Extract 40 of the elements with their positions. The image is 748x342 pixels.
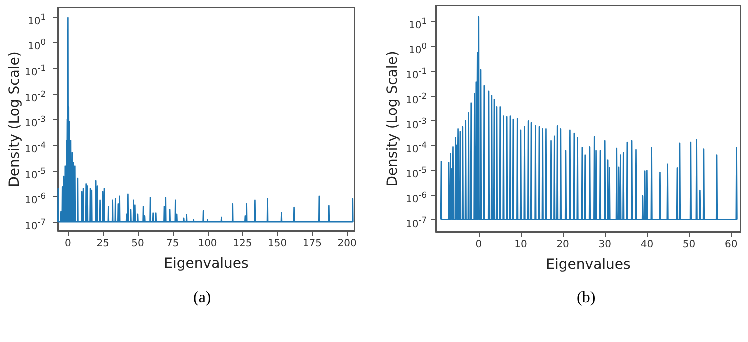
y-tick-label: 10$^{-6}$ [24,190,46,207]
y-tick-label: 10$^{1}$ [28,10,46,28]
y-axis-title: Density (Log Scale) [385,51,401,187]
x-tick-label: 50 [132,238,144,250]
x-tick-label: 150 [268,238,288,250]
x-tick-label: 40 [640,240,654,250]
x-tick-label: 50 [682,240,696,250]
x-tick-label: 0 [65,238,72,250]
text: (b) [577,290,596,306]
y-tick-label: 10$^{-4}$ [24,139,46,156]
x-tick-label: 20 [556,240,570,250]
y-tick-label: 10$^{-1}$ [24,62,46,78]
y-tick-label: 10$^{-3}$ [24,113,46,130]
x-tick-label: 75 [166,238,180,250]
y-tick-label: 10$^{-7}$ [406,214,427,230]
x-axis-title: Eigenvalues [546,257,631,273]
x-tick-label: 30 [598,240,612,250]
x-tick-label: 60 [724,240,738,250]
y-tick-label: 10$^{-1}$ [406,65,427,82]
y-tick-label: 10$^{1}$ [408,15,427,32]
x-axis-title: Eigenvalues [164,256,249,272]
y-tick-label: 10$^{0}$ [28,36,46,53]
y-tick-label: 10$^{-2}$ [406,90,427,106]
y-tick-label: 10$^{-3}$ [406,114,427,131]
y-axis-title: Density (Log Scale) [7,52,23,188]
y-tick-label: 10$^{-6}$ [406,188,427,206]
y-tick-label: 10$^{-2}$ [24,88,46,104]
x-tick-label: 200 [338,238,357,250]
x-tick-label: 10 [514,240,528,250]
x-tick-label: 100 [198,238,218,250]
x-tick-label: 175 [302,238,322,250]
text: (a) [194,290,212,306]
y-tick-label: 10$^{-7}$ [24,216,46,232]
x-tick-label: 0 [476,240,482,250]
y-tick-label: 10$^{0}$ [408,40,427,57]
x-tick-label: 25 [96,238,110,250]
x-tick-label: 125 [233,238,252,250]
y-tick-label: 10$^{-5}$ [406,164,427,180]
y-tick-label: 10$^{-4}$ [406,139,427,156]
y-tick-label: 10$^{-5}$ [24,164,46,182]
